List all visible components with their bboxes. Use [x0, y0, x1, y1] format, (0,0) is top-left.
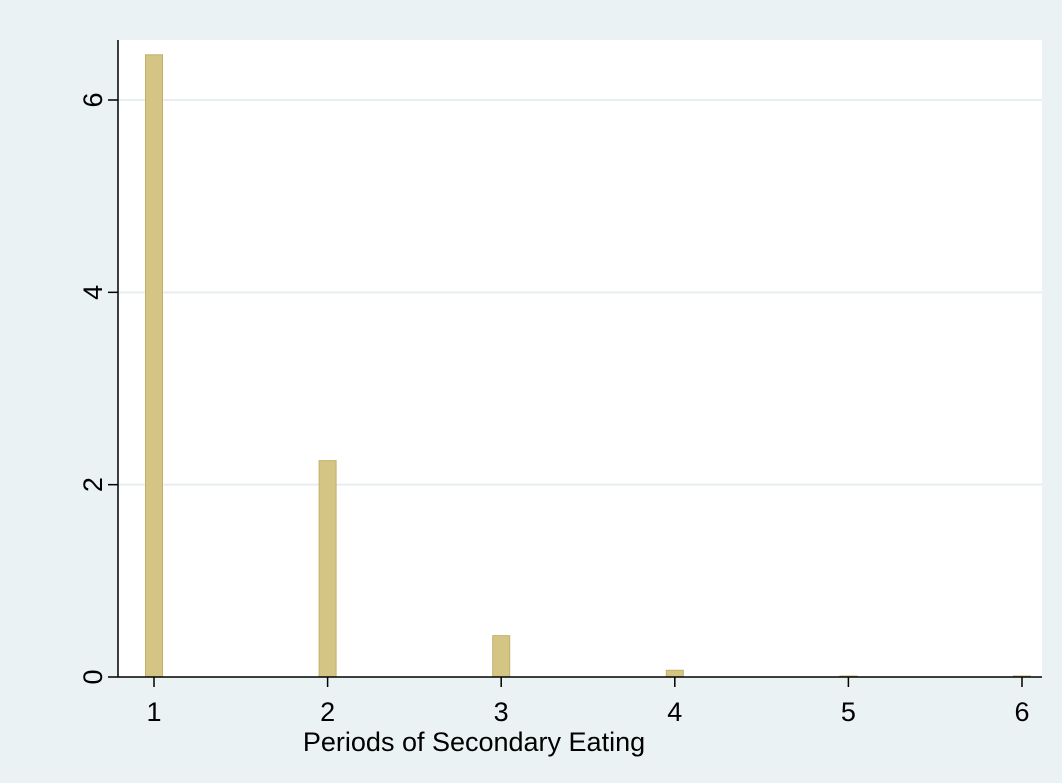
x-tick-label-4: 4 [667, 697, 682, 727]
plot-area [118, 40, 1042, 677]
x-tick-label-3: 3 [494, 697, 509, 727]
bar-1 [145, 54, 163, 678]
y-tick-label-4: 4 [78, 285, 108, 300]
gridlines [118, 99, 1042, 486]
y-tick-label-0: 0 [78, 669, 108, 684]
x-axis-title: Periods of Secondary Eating [303, 727, 645, 757]
x-tick-label-6: 6 [1014, 697, 1029, 727]
bar-3 [492, 635, 511, 678]
x-tick-label-5: 5 [841, 697, 856, 727]
axes: 0 2 4 6 1 2 3 4 5 6 [78, 40, 1042, 727]
y-tick-label-2: 2 [78, 477, 108, 492]
x-tick-label-2: 2 [320, 697, 335, 727]
bar-4 [665, 669, 684, 678]
y-tick-label-6: 6 [78, 92, 108, 107]
x-tick-label-1: 1 [146, 697, 161, 727]
bars [145, 54, 1031, 678]
bar-2 [318, 460, 337, 678]
